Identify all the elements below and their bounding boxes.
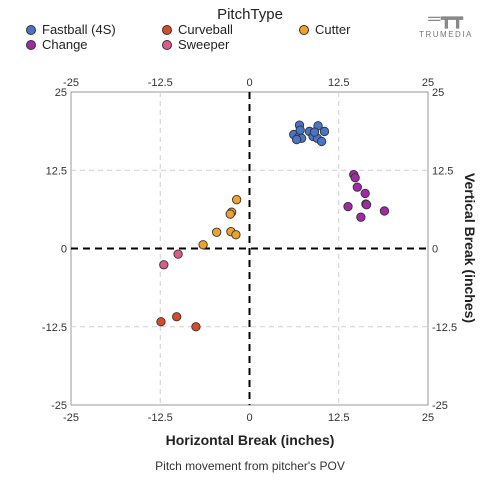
point-curveball xyxy=(172,312,182,322)
point-cutter xyxy=(225,209,235,219)
x-tick-label-bottom: -12.5 xyxy=(148,412,173,424)
point-cutter xyxy=(231,195,242,205)
x-tick-label-bottom: 12.5 xyxy=(328,412,349,424)
y-tick-label-right: 12.5 xyxy=(432,165,453,177)
x-tick-label-bottom: -25 xyxy=(63,412,79,424)
legend-label-cutter: Cutter xyxy=(315,22,351,37)
y-tick-label-left: 0 xyxy=(61,244,67,256)
y-tick-label-right: 25 xyxy=(432,87,444,99)
point-curveball xyxy=(156,317,166,327)
y-axis-label: Vertical Break (inches) xyxy=(462,172,478,324)
point-cutter xyxy=(212,227,222,237)
point-fastball-4s xyxy=(319,126,330,137)
legend-marker-curveball xyxy=(162,24,172,35)
legend-marker-sweeper xyxy=(162,39,172,50)
legend-label-sweeper: Sweeper xyxy=(178,37,230,52)
trumedia-logo-icon: ═┳┳ xyxy=(428,9,464,28)
legend-marker-change xyxy=(26,39,36,50)
legend-item-fastball: Fastball (4S) xyxy=(26,22,116,37)
trumedia-logo: ═┳┳ TRUMEDIA xyxy=(418,9,474,40)
legend-item-change: Change xyxy=(26,37,88,52)
x-tick-label-top: -25 xyxy=(63,77,79,89)
legend-marker-cutter xyxy=(299,24,309,35)
y-tick-label-right: 0 xyxy=(432,244,438,256)
point-change xyxy=(343,201,353,212)
legend-label-change: Change xyxy=(42,37,88,52)
y-tick-label-left: -12.5 xyxy=(42,322,67,334)
x-tick-label-top: 0 xyxy=(246,77,252,89)
point-sweeper xyxy=(173,249,183,259)
point-sweeper xyxy=(159,260,169,270)
point-fastball-4s xyxy=(291,134,302,145)
point-cutter xyxy=(198,240,208,250)
point-fastball-4s xyxy=(309,127,320,137)
y-tick-label-right: -25 xyxy=(432,400,448,412)
x-axis-label: Horizontal Break (inches) xyxy=(165,432,335,448)
point-fastball-4s xyxy=(316,136,327,147)
point-change xyxy=(360,188,370,199)
legend-item-cutter: Cutter xyxy=(299,22,350,37)
y-tick-label-left: -25 xyxy=(51,400,67,412)
point-curveball xyxy=(191,322,201,332)
point-change xyxy=(379,206,390,216)
y-tick-label-left: 12.5 xyxy=(46,165,67,177)
point-change xyxy=(361,200,372,210)
point-change xyxy=(352,182,362,192)
legend-label-curveball: Curveball xyxy=(178,22,233,37)
point-fastball-4s xyxy=(295,125,305,135)
point-change xyxy=(350,173,360,183)
chart-caption: Pitch movement from pitcher's POV xyxy=(155,459,345,473)
legend-marker-fastball xyxy=(26,24,36,35)
x-tick-label-top: 25 xyxy=(422,77,434,89)
y-tick-label-left: 25 xyxy=(55,87,67,99)
x-tick-label-bottom: 25 xyxy=(422,412,434,424)
legend-item-sweeper: Sweeper xyxy=(162,37,229,52)
y-tick-label-right: -12.5 xyxy=(432,322,457,334)
legend-label-fastball: Fastball (4S) xyxy=(42,22,116,37)
x-tick-label-top: -12.5 xyxy=(148,77,173,89)
point-cutter xyxy=(231,230,241,240)
trumedia-logo-text: TRUMEDIA xyxy=(419,30,473,39)
x-tick-label-bottom: 0 xyxy=(246,412,252,424)
legend-title: PitchType xyxy=(217,6,283,23)
legend-item-curveball: Curveball xyxy=(162,22,233,37)
point-change xyxy=(356,212,366,222)
x-tick-label-top: 12.5 xyxy=(328,77,349,89)
